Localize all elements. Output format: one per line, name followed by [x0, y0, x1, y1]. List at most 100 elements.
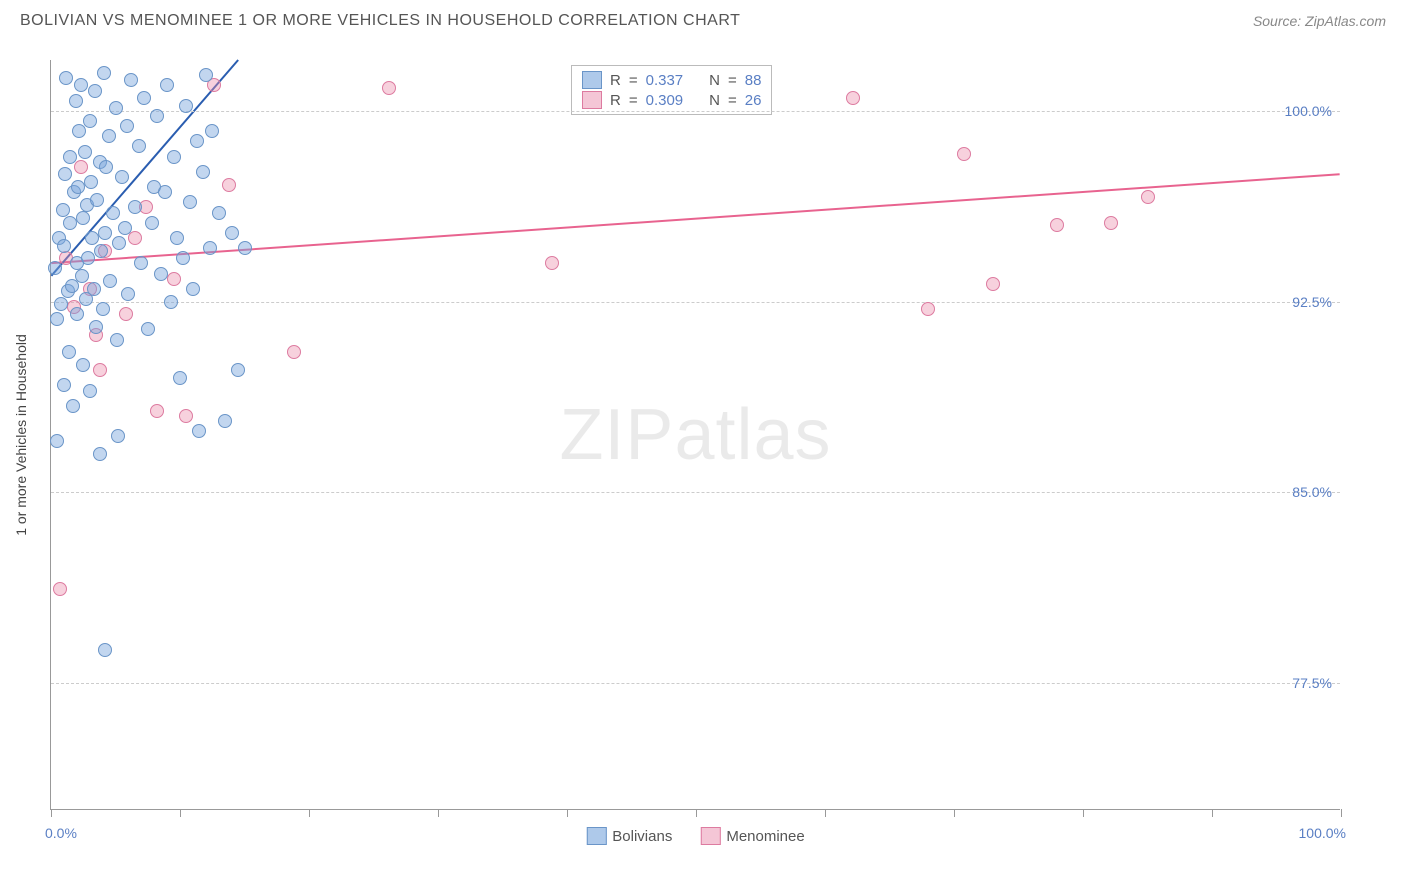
gridline — [51, 492, 1340, 493]
legend-row-bolivians: R = 0.337 N = 88 — [582, 70, 761, 90]
menominee-point — [1104, 216, 1118, 230]
menominee-point — [382, 81, 396, 95]
bolivians-point — [57, 239, 71, 253]
x-tick — [180, 809, 181, 817]
bolivians-point — [164, 295, 178, 309]
bolivians-point — [97, 66, 111, 80]
bolivians-point — [70, 307, 84, 321]
bolivians-point — [111, 429, 125, 443]
bolivians-point — [109, 101, 123, 115]
bolivians-point — [199, 68, 213, 82]
bolivians-point — [183, 195, 197, 209]
bolivians-point — [83, 384, 97, 398]
series-legend: Bolivians Menominee — [586, 827, 804, 845]
bolivians-point — [145, 216, 159, 230]
bolivians-point — [141, 322, 155, 336]
bolivians-point — [103, 274, 117, 288]
correlation-legend: R = 0.337 N = 88 R = 0.309 N = 26 — [571, 65, 772, 115]
gridline — [51, 111, 1340, 112]
bolivians-point — [98, 643, 112, 657]
bolivians-point — [96, 302, 110, 316]
menominee-point — [986, 277, 1000, 291]
bolivians-point — [118, 221, 132, 235]
menominee-point — [53, 582, 67, 596]
x-tick — [438, 809, 439, 817]
y-tick-label: 85.0% — [1292, 484, 1332, 500]
bolivians-point — [158, 185, 172, 199]
bolivians-point — [50, 312, 64, 326]
bolivians-point — [110, 333, 124, 347]
bolivians-point — [203, 241, 217, 255]
bolivians-point — [76, 211, 90, 225]
chart-title: BOLIVIAN VS MENOMINEE 1 OR MORE VEHICLES… — [20, 12, 740, 30]
gridline — [51, 302, 1340, 303]
x-tick — [1212, 809, 1213, 817]
bolivians-point — [121, 287, 135, 301]
bolivians-point — [63, 150, 77, 164]
bolivians-point — [54, 297, 68, 311]
y-tick-label: 77.5% — [1292, 675, 1332, 691]
bolivians-point — [94, 244, 108, 258]
bolivians-point — [85, 231, 99, 245]
bolivians-point — [89, 320, 103, 334]
bolivians-point — [225, 226, 239, 240]
bolivians-point — [75, 269, 89, 283]
bolivians-point — [59, 71, 73, 85]
bolivians-point — [83, 114, 97, 128]
x-tick — [954, 809, 955, 817]
bolivians-point — [69, 94, 83, 108]
bolivians-point — [167, 150, 181, 164]
bolivians-point — [124, 73, 138, 87]
bolivians-point — [102, 129, 116, 143]
scatter-plot: ZIPatlas R = 0.337 N = 88 R = 0.309 N = … — [50, 60, 1340, 810]
menominee-point — [167, 272, 181, 286]
bolivians-point — [179, 99, 193, 113]
bolivians-point — [218, 414, 232, 428]
menominee-point — [128, 231, 142, 245]
bolivians-point — [57, 378, 71, 392]
bolivians-point — [196, 165, 210, 179]
bolivians-point — [137, 91, 151, 105]
bolivians-point — [186, 282, 200, 296]
menominee-point — [545, 256, 559, 270]
x-axis-max-label: 100.0% — [1299, 825, 1346, 841]
bolivians-point — [98, 226, 112, 240]
bolivians-point — [76, 358, 90, 372]
y-axis-label: 1 or more Vehicles in Household — [13, 334, 29, 536]
bolivians-point — [58, 167, 72, 181]
bolivians-point — [150, 109, 164, 123]
bolivians-point — [88, 84, 102, 98]
watermark: ZIPatlas — [559, 394, 831, 476]
bolivians-point — [134, 256, 148, 270]
bolivians-point — [78, 145, 92, 159]
swatch-menominee — [582, 91, 602, 109]
bolivians-point — [71, 180, 85, 194]
bolivians-point — [176, 251, 190, 265]
x-tick — [309, 809, 310, 817]
x-tick — [1341, 809, 1342, 817]
x-tick — [51, 809, 52, 817]
bolivians-point — [128, 200, 142, 214]
bolivians-point — [63, 216, 77, 230]
menominee-point — [957, 147, 971, 161]
bolivians-point — [106, 206, 120, 220]
y-tick-label: 100.0% — [1285, 103, 1332, 119]
y-tick-label: 92.5% — [1292, 294, 1332, 310]
bolivians-point — [112, 236, 126, 250]
bolivians-point — [66, 399, 80, 413]
swatch-bolivians-bottom — [586, 827, 606, 845]
bolivians-point — [212, 206, 226, 220]
menominee-point — [1050, 218, 1064, 232]
legend-item-menominee: Menominee — [700, 827, 804, 845]
trend-lines — [51, 60, 1340, 809]
bolivians-point — [87, 282, 101, 296]
bolivians-point — [81, 251, 95, 265]
bolivians-point — [115, 170, 129, 184]
bolivians-point — [48, 261, 62, 275]
menominee-point — [846, 91, 860, 105]
bolivians-point — [90, 193, 104, 207]
bolivians-point — [190, 134, 204, 148]
x-tick — [567, 809, 568, 817]
x-axis-min-label: 0.0% — [45, 825, 77, 841]
bolivians-point — [231, 363, 245, 377]
